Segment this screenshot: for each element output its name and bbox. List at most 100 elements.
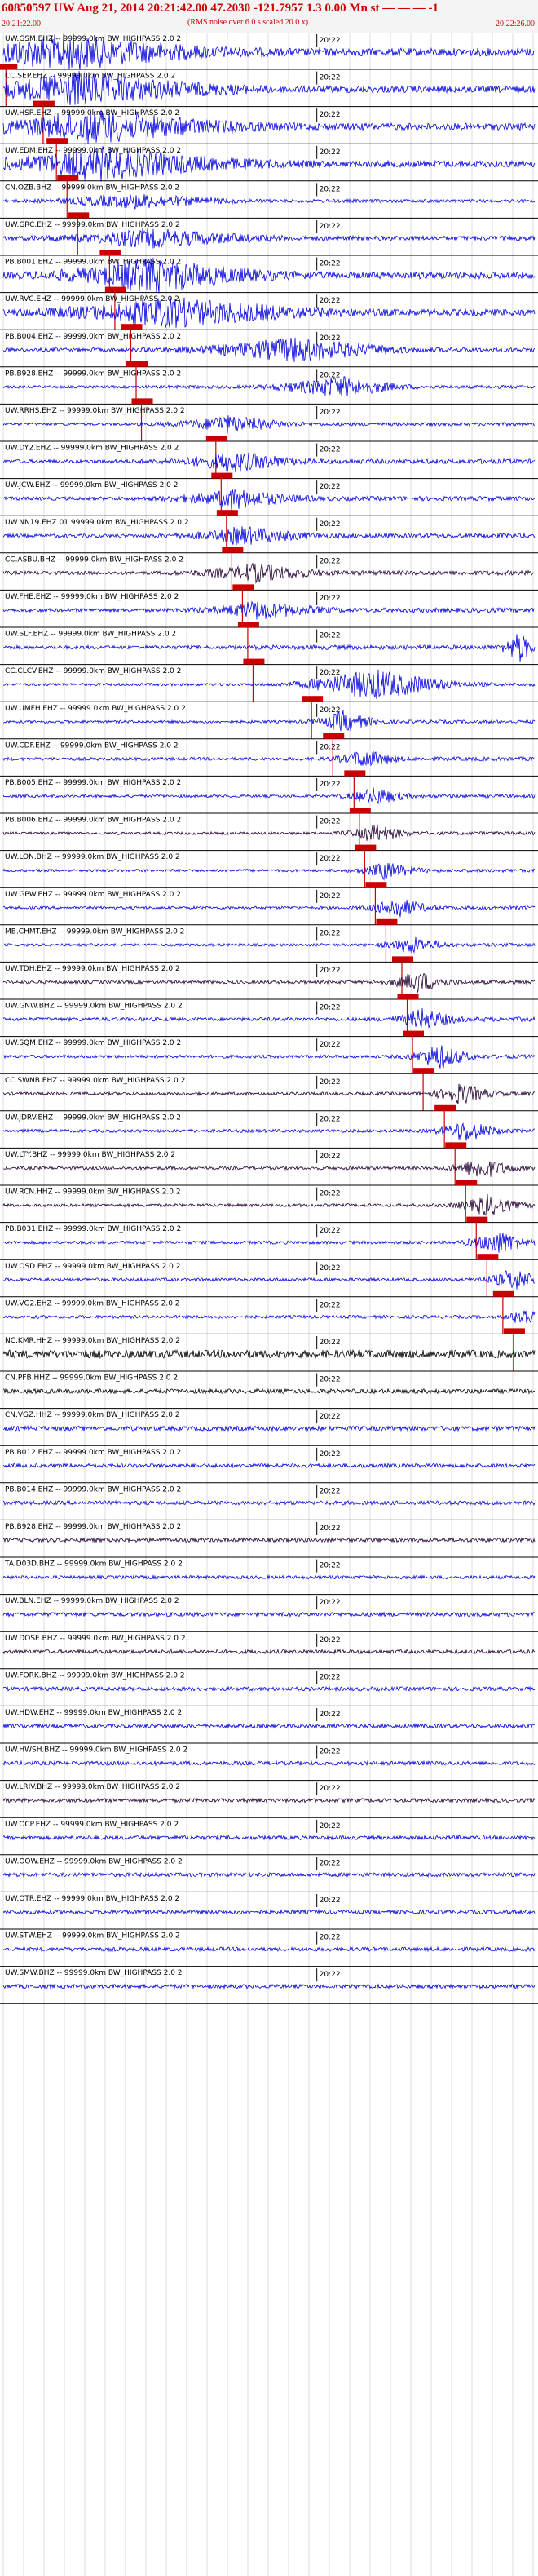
- station-label: UW.OOW.EHZ -- 99999.0km BW_HIGHPASS 2.0 …: [5, 1857, 183, 1866]
- waveform-trace: [2, 526, 536, 546]
- seismogram-plot: UW.GSM.EHZ -- 99999.0km BW_HIGHPASS 2.0 …: [0, 33, 538, 2576]
- waveform-trace: [2, 710, 536, 732]
- waveform-trace: [3, 1424, 536, 1432]
- station-label: CN.PFB.HHZ -- 99999.0km BW_HIGHPASS 2.0 …: [5, 1374, 178, 1383]
- station-label: CN.OZB.BHZ -- 99999.0km BW_HIGHPASS 2.0 …: [5, 184, 179, 192]
- waveform-trace: [2, 489, 536, 511]
- minute-label: 20:22: [320, 1227, 341, 1235]
- waveform-trace: [3, 376, 536, 396]
- waveform-trace: [2, 257, 536, 294]
- station-label: UW.HSR.EHZ -- 99999.0km BW_HIGHPASS 2.0 …: [5, 109, 179, 117]
- waveform-trace: [2, 1834, 536, 1841]
- station-label: PB.B014.EHZ -- 99999.0km BW_HIGHPASS 2.0…: [5, 1485, 181, 1494]
- pick-marker: [99, 250, 121, 255]
- minute-label: 20:22: [320, 818, 341, 826]
- minute-label: 20:22: [320, 1859, 341, 1867]
- waveform-trace: [2, 936, 536, 954]
- pick-marker: [323, 733, 345, 739]
- station-label: UW.GSM.EHZ -- 99999.0km BW_HIGHPASS 2.0 …: [5, 35, 181, 43]
- pick-marker: [237, 622, 259, 627]
- event-title: 60850597 UW Aug 21, 2014 20:21:42.00 47.…: [2, 2, 439, 15]
- pick-marker: [392, 956, 413, 963]
- pick-marker: [121, 324, 143, 330]
- minute-label: 20:22: [320, 557, 341, 565]
- waveform-trace: [2, 1797, 536, 1804]
- pick-marker: [349, 808, 371, 813]
- minute-label: 20:22: [320, 669, 341, 677]
- minute-label: 20:22: [320, 632, 341, 640]
- pick-marker: [131, 398, 153, 405]
- pick-marker: [216, 510, 238, 516]
- minute-label: 20:22: [320, 1041, 341, 1049]
- minute-label: 20:22: [320, 1413, 341, 1421]
- station-label: PB.B006.EHZ -- 99999.0km BW_HIGHPASS 2.0…: [5, 817, 181, 825]
- waveform-trace: [2, 634, 536, 662]
- station-label: UW.UMFH.EHZ -- 99999.0km BW_HIGHPASS 2.0…: [5, 705, 186, 713]
- minute-label: 20:22: [320, 892, 341, 901]
- minute-label: 20:22: [320, 1785, 341, 1793]
- waveform-trace: [2, 1649, 536, 1655]
- minute-label: 20:22: [320, 37, 341, 45]
- waveform-trace: [2, 1462, 536, 1469]
- minute-label: 20:22: [320, 1376, 341, 1384]
- minute-label: 20:22: [320, 1562, 341, 1570]
- station-label: UW.BLN.EHZ -- 99999.0km BW_HIGHPASS 2.0 …: [5, 1597, 179, 1605]
- minute-label: 20:22: [320, 929, 341, 937]
- minute-label: 20:22: [320, 148, 341, 157]
- pick-marker: [365, 882, 387, 888]
- minute-label: 20:22: [320, 111, 341, 119]
- station-label: UW.FHE.EHZ -- 99999.0km BW_HIGHPASS 2.0 …: [5, 593, 179, 601]
- pick-marker: [403, 1030, 425, 1037]
- minute-label: 20:22: [320, 1934, 341, 1942]
- waveform-trace: [2, 1871, 536, 1879]
- station-label: UW.EDM.EHZ -- 99999.0km BW_HIGHPASS 2.0 …: [5, 147, 181, 155]
- waveform-trace: [2, 1537, 536, 1543]
- minute-label: 20:22: [320, 223, 341, 231]
- minute-label: 20:22: [320, 297, 341, 305]
- station-label: UW.RCN.HHZ -- 99999.0km BW_HIGHPASS 2.0 …: [5, 1188, 181, 1197]
- minute-label: 20:22: [320, 1301, 341, 1309]
- station-label: UW.LRIV.BHZ -- 99999.0km BW_HIGHPASS 2.0…: [5, 1783, 180, 1791]
- waveform-trace: [2, 71, 536, 105]
- rms-note: (RMS noise over 6.0 s scaled 20.0 x): [187, 18, 309, 27]
- pick-marker: [466, 1216, 488, 1223]
- station-label: UW.HDW.EHZ -- 99999.0km BW_HIGHPASS 2.0 …: [5, 1709, 182, 1717]
- waveform-trace: [2, 1348, 536, 1360]
- minute-label: 20:22: [320, 1822, 341, 1830]
- station-label: TA.D03D.BHZ -- 99999.0km BW_HIGHPASS 2.0…: [4, 1560, 183, 1569]
- waveform-trace: [2, 109, 536, 144]
- station-label: UW.NN19.EHZ.01 99999.0km BW_HIGHPASS 2.0…: [5, 519, 189, 527]
- waveform-trace: [2, 1723, 536, 1729]
- waveform-trace: [2, 33, 536, 70]
- station-label: MB.CHMT.EHZ -- 99999.0km BW_HIGHPASS 2.0…: [5, 927, 184, 936]
- waveform-trace: [2, 1983, 536, 1990]
- waveform-trace: [2, 1909, 536, 1915]
- pick-marker: [434, 1104, 456, 1111]
- minute-label: 20:22: [320, 1673, 341, 1681]
- pick-marker: [104, 286, 126, 293]
- station-label: UW.SQM.EHZ -- 99999.0km BW_HIGHPASS 2.0 …: [5, 1039, 181, 1047]
- minute-label: 20:22: [320, 595, 341, 603]
- minute-label: 20:22: [320, 1153, 341, 1161]
- plot-header: 60850597 UW Aug 21, 2014 20:21:42.00 47.…: [0, 0, 538, 33]
- minute-label: 20:22: [320, 520, 341, 529]
- waveform-trace: [2, 1193, 536, 1216]
- station-label: UW.OSD.EHZ -- 99999.0km BW_HIGHPASS 2.0 …: [5, 1263, 180, 1271]
- minute-label: 20:22: [320, 1264, 341, 1273]
- pick-marker: [232, 584, 254, 591]
- pick-marker: [302, 696, 324, 702]
- waveform-trace: [2, 1759, 536, 1767]
- waveform-trace: [2, 1611, 536, 1618]
- waveform-trace: [2, 899, 536, 918]
- minute-label: 20:22: [320, 781, 341, 789]
- station-label: PB.B012.EHZ -- 99999.0km BW_HIGHPASS 2.0…: [5, 1449, 181, 1457]
- station-label: UW.OCP.EHZ -- 99999.0km BW_HIGHPASS 2.0 …: [5, 1821, 179, 1829]
- waveform-trace: [2, 600, 536, 620]
- minute-label: 20:22: [320, 1525, 341, 1533]
- station-label: UW.GNW.BHZ -- 99999.0km BW_HIGHPASS 2.0 …: [5, 1003, 183, 1011]
- waveform-trace: [2, 669, 536, 700]
- waveform-trace: [3, 1233, 536, 1253]
- station-label: NC.KMR.HHZ -- 99999.0km BW_HIGHPASS 2.0 …: [5, 1337, 180, 1345]
- minute-label: 20:22: [320, 855, 341, 863]
- station-label: UW.LTY.BHZ -- 99999.0km BW_HIGHPASS 2.0 …: [5, 1151, 175, 1159]
